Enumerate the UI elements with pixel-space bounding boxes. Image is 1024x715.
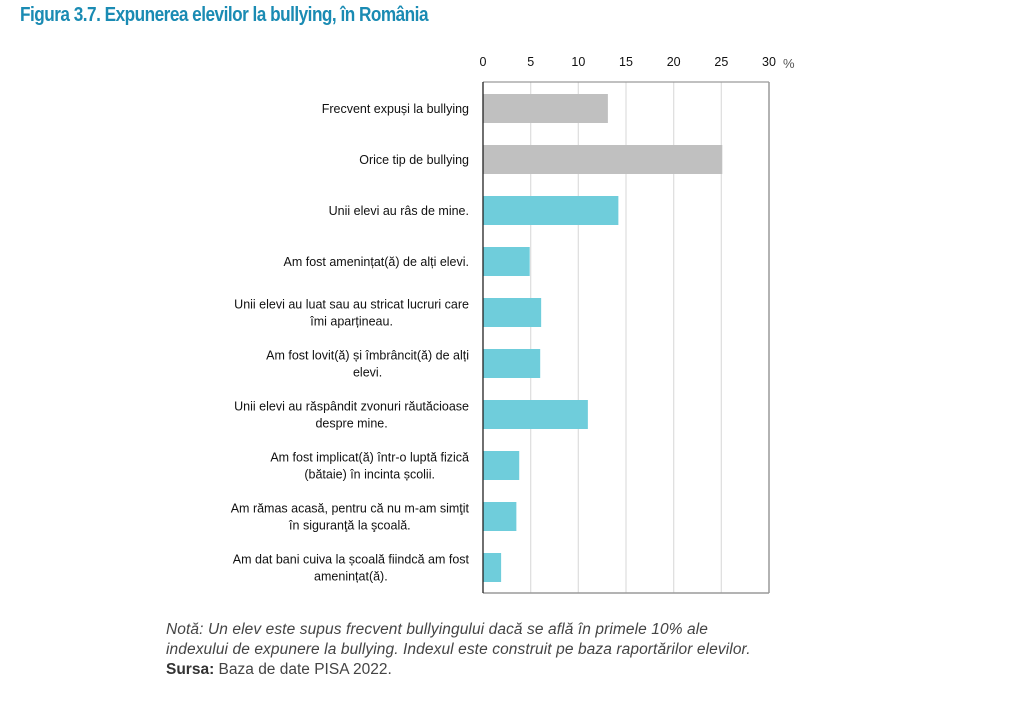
bar [483,451,520,480]
bars [483,94,723,582]
category-label-line: Unii elevi au luat sau au stricat lucrur… [234,298,469,312]
category-label: Unii elevi au răspândit zvonuri răutăcio… [234,400,469,431]
category-label-line: îmi aparțineau. [309,315,393,329]
bar [483,196,619,225]
plot-frame [482,81,770,594]
source-label: Sursa: [166,661,215,678]
bar [483,298,542,327]
category-label-line: amenințat(ă). [314,570,388,584]
category-label-line: Am rămas acasă, pentru că nu m-am simţit [231,502,470,516]
figure-title: Figura 3.7. Expunerea elevilor la bullyi… [20,4,429,26]
category-label-line: Am fost implicat(ă) într-o luptă fizică [270,451,469,465]
note-line-2: indexului de expunere la bullying. Index… [166,641,751,658]
bar [483,247,530,276]
bar [483,553,502,582]
category-label: Orice tip de bullying [359,153,469,167]
bar [483,145,723,174]
category-labels: Frecvent expuși la bullying Orice tip de … [231,102,470,584]
x-tick-label: 30 [762,55,776,69]
bar [483,94,608,123]
category-label: Am fost implicat(ă) într-o luptă fizică (… [270,451,469,482]
category-label-line: Am fost lovit(ă) și îmbrâncit(ă) de alți [266,349,469,363]
x-tick-label: 20 [667,55,681,69]
x-tick-label: 5 [527,55,534,69]
category-label: Am fost amenințat(ă) de alți elevi. [284,255,470,269]
x-tick-label: 0 [480,55,487,69]
category-label-line: (bătaie) în incinta școlii. [304,468,435,482]
x-tick-label: 25 [714,55,728,69]
figure-note: Notă: Un elev este supus frecvent bullyi… [166,620,866,680]
source-line: Sursa: Baza de date PISA 2022. [166,660,866,680]
category-label: Am dat bani cuiva la școală fiindcă am f… [233,553,470,584]
source-text: Baza de date PISA 2022. [214,661,392,678]
category-label-line: Am dat bani cuiva la școală fiindcă am f… [233,553,470,567]
category-label: Unii elevi au râs de mine. [329,204,469,218]
category-label: Unii elevi au luat sau au stricat lucrur… [234,298,469,329]
category-label-line: în siguranţă la şcoală. [288,519,411,533]
category-label-line: despre mine. [315,417,387,431]
gridlines [530,82,722,593]
category-label-line: elevi. [353,366,382,380]
x-axis-ticks: 0 5 10 15 20 25 30% [480,55,795,71]
category-label: Am fost lovit(ă) și îmbrâncit(ă) de alți… [266,349,469,380]
x-axis-unit-label: % [783,56,795,71]
x-tick-label: 15 [619,55,633,69]
bar [483,400,588,429]
bar [483,502,517,531]
note-line-1: Notă: Un elev este supus frecvent bullyi… [166,621,708,638]
category-label: Am rămas acasă, pentru că nu m-am simţit… [231,502,470,533]
bar [483,349,541,378]
category-label-line: Unii elevi au răspândit zvonuri răutăcio… [234,400,469,414]
x-tick-label: 10 [571,55,585,69]
category-label: Frecvent expuși la bullying [322,102,469,116]
